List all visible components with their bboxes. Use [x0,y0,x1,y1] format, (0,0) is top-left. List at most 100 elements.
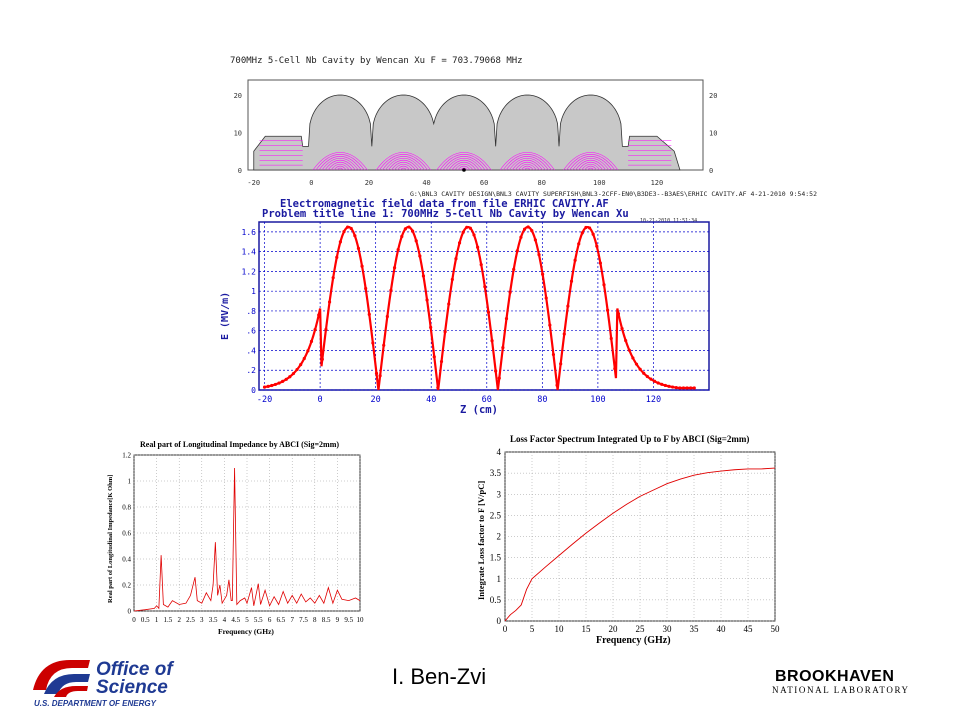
field-point [483,285,487,289]
cavity-xtick: 40 [422,179,430,187]
field-point [515,249,519,253]
field-subtitle: Problem title line 1: 700MHz 5-Cell Nb C… [262,208,629,220]
field-point [429,325,433,329]
field-point [649,377,653,381]
impedance-xtick: 2.5 [186,616,195,624]
field-point [548,323,552,327]
field-point [613,367,617,371]
field-point [580,231,584,235]
field-point [678,386,682,390]
cavity-shapes [253,94,681,172]
lossfactor-axes: 0 5 10 15 20 25 30 35 40 45 50 0 0.5 1 1.5 2 2.5 3 3.5 4 [490,447,780,634]
field-point [382,343,386,347]
cell-4-field-line [514,161,540,171]
field-point [432,355,436,359]
cell-1-field-line [336,167,344,171]
impedance-plot: Real part of Longitudinal Impedance by A… [107,440,364,636]
field-point [400,234,404,239]
field-ytick: 1.6 [242,228,257,237]
cell-3-field-line [448,159,480,171]
lossfactor-line [504,467,776,622]
impedance-ytick: 0.6 [122,530,131,538]
cavity-xtick: 20 [365,179,373,187]
field-xtick: 120 [646,395,661,405]
cell-4-field-line [524,167,531,171]
field-ytick: .6 [246,327,256,336]
impedance-xtick: 8.5 [322,616,331,624]
cell-1-field-line [330,163,350,171]
field-point [364,286,368,291]
impedance-xtick: 5.5 [254,616,263,624]
field-point [374,371,379,375]
doe-emblem-swoosh-red [33,660,90,690]
lossfactor-xtick: 50 [771,624,781,634]
doe-office-of-science-logo: Office of Science U.S. DEPARTMENT OF ENE… [30,657,174,708]
field-point [342,230,346,234]
field-point [559,362,563,366]
lossfactor-ytick: 0.5 [490,595,502,605]
impedance-ytick: 1.2 [122,452,131,460]
cell-1-field-line [321,157,359,171]
field-ytick: 1.2 [242,267,257,276]
cavity-ytick-right: 20 [709,92,717,100]
cell-4-field-line [511,159,543,171]
impedance-xtick: 8 [313,616,317,624]
lossfactor-xtick: 30 [663,624,673,634]
field-point [461,230,465,234]
field-header-right: 10-21-2010 11:51:34 [640,218,697,224]
cavity-footer: G:\BNL3 CAVITY DESIGN\BNL3 CAVITY SUPERF… [410,190,817,198]
field-point [497,376,501,380]
cavity-axes: -20 0 20 40 60 80 100 120 0 0 10 10 20 20 [234,92,718,187]
lossfactor-ylabel: Integrate Loss factor to F [V/pC] [476,481,486,600]
field-ytick: 1.4 [242,248,257,257]
field-xtick: 100 [590,395,605,405]
lossfactor-ytick: 2 [497,532,502,542]
field-xtick: 80 [537,395,547,405]
field-point [652,379,657,383]
field-point [360,264,364,268]
lossfactor-curve [504,467,776,622]
lossfactor-xtick: 0 [503,624,508,634]
cell-5-field-line [566,154,616,171]
cavity-ytick-left: 20 [234,92,242,100]
field-curve [262,225,696,391]
field-point [465,225,469,229]
field-point [407,225,411,229]
doe-line3: U.S. DEPARTMENT OF ENERGY [34,699,157,708]
field-point [494,369,498,373]
cell-4-field-line [508,157,546,171]
field-point [266,384,270,388]
field-point [642,371,646,375]
lossfactor-ytick: 3 [497,489,502,499]
field-point [295,367,299,372]
cavity-wall [253,94,681,171]
cell-3-field-line [439,154,489,171]
field-point [569,279,574,283]
field-point [414,239,418,243]
cell-3-field-line [436,152,492,171]
lossfactor-xtick: 10 [555,624,565,634]
impedance-axes: 0 0.5 1 1.5 2 2.5 3 3.5 4 4.5 5 5.5 6 6.5 7 7.5 8 8.5 9 9.5… [122,452,364,625]
field-point [577,242,581,246]
field-point [317,313,321,317]
field-xtick: 60 [482,395,492,405]
cavity-ytick-right: 0 [709,167,713,175]
cell-1-field-line [318,156,362,171]
field-point [490,339,494,343]
field-point [284,377,288,381]
cell-2-field-line [391,161,416,171]
field-point [418,254,422,258]
cell-1-field-line [324,159,356,171]
field-point [277,381,281,385]
cell-4-field-line [505,156,549,171]
cell-2-field-line [376,152,431,171]
field-point [645,374,649,379]
field-ytick: 0 [251,386,256,395]
cavity-xtick: 100 [593,179,606,187]
field-point [396,247,400,252]
cell-1-field-line [315,154,365,171]
field-point [638,367,642,371]
lossfactor-plot: Loss Factor Spectrum Integrated Up to F … [476,434,780,646]
cell-2-field-line [394,163,413,171]
field-point [606,308,610,312]
